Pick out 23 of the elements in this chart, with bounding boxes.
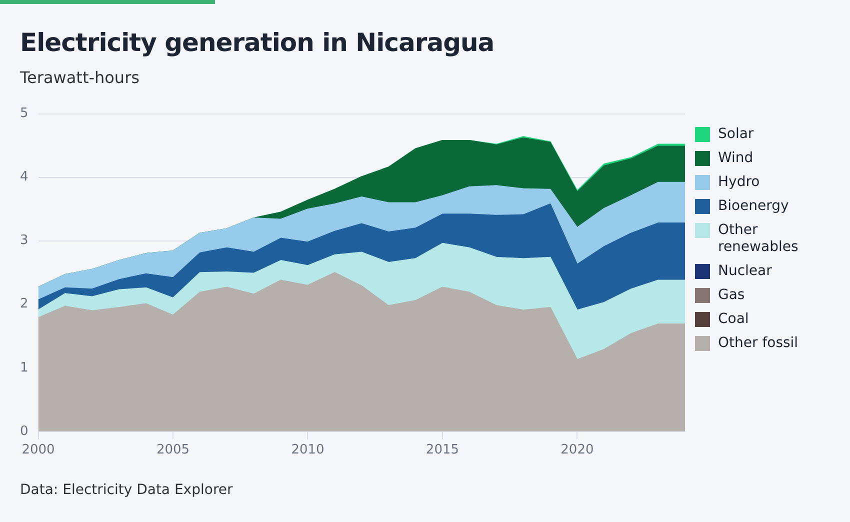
text: Data: Electricity Data Explorer	[20, 482, 233, 498]
y-tick-label: 4	[20, 170, 28, 185]
y-tick-label: 3	[20, 233, 28, 248]
legend-label: Other renewables	[718, 222, 800, 256]
legend-label: Other fossil	[718, 335, 800, 352]
y-tick-label: 5	[20, 106, 28, 122]
x-tick-label: 2015	[426, 442, 460, 458]
legend-label: Nuclear	[718, 263, 773, 280]
x-tick-label: 2005	[156, 442, 190, 458]
legend-label: Gas	[718, 287, 746, 304]
y-tick-label: 1	[20, 360, 28, 376]
legend-label: Bioenergy	[718, 198, 790, 215]
chart-subtitle: Terawatt-hours	[20, 68, 140, 87]
x-tick-label: 2020	[560, 442, 594, 458]
y-tick-label: 0	[20, 424, 28, 439]
legend-label: Solar	[718, 126, 755, 143]
legend-label: Coal	[718, 311, 750, 328]
legend-label: Hydro	[718, 174, 761, 191]
legend-label: Wind	[718, 150, 754, 167]
x-tick-label: 2010	[291, 442, 324, 458]
x-tick-label: 2000	[22, 442, 55, 458]
y-tick-label: 2	[20, 296, 28, 312]
chart-title: Electricity generation in Nicaragua	[20, 28, 494, 57]
